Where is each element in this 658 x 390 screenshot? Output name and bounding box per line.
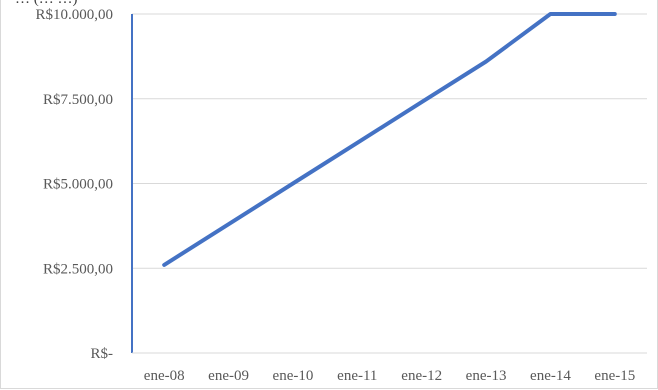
y-axis-ticks: R$- R$2.500,00 R$5.000,00 R$7.500,00 R$10.00…	[35, 7, 113, 362]
x-tick-label: ene-11	[337, 368, 377, 384]
x-tick-label: ene-13	[466, 368, 507, 384]
x-axis-ticks: ene-08 ene-09 ene-10 ene-11 ene-12 ene-13 ene-…	[144, 368, 635, 384]
x-tick-label: ene-14	[530, 368, 571, 384]
y-tick-label: R$7.500,00	[43, 92, 113, 108]
x-tick-label: ene-12	[401, 368, 442, 384]
y-tick-label: R$10.000,00	[35, 7, 113, 23]
x-tick-label: ene-15	[594, 368, 635, 384]
x-tick-label: ene-09	[208, 368, 249, 384]
gridlines	[132, 13, 647, 269]
chart-title-fragment: … (… …)	[15, 0, 78, 7]
y-tick-label: R$5.000,00	[43, 177, 113, 193]
axes	[131, 14, 647, 354]
series-line	[162, 12, 617, 267]
y-tick-label: R$2.500,00	[43, 261, 113, 277]
x-tick-label: ene-08	[144, 368, 185, 384]
y-tick-label: R$-	[91, 346, 114, 362]
series	[162, 12, 617, 267]
x-tick-label: ene-10	[273, 368, 314, 384]
